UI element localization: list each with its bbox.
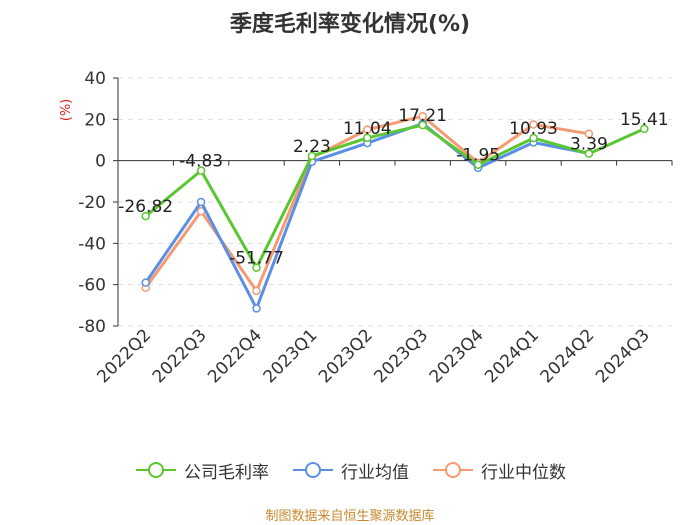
series-point-0 xyxy=(640,124,649,134)
legend-marker-icon xyxy=(136,462,176,478)
series-point-0 xyxy=(418,120,427,130)
data-label: 10.93 xyxy=(509,119,558,139)
data-label: 11.04 xyxy=(343,119,392,139)
legend-label: 行业均值 xyxy=(341,462,409,483)
legend-item[interactable]: 行业中位数 xyxy=(431,458,566,483)
data-label: -4.83 xyxy=(179,152,223,172)
data-label: -26.82 xyxy=(118,197,173,217)
x-tick-label: 2024Q2 xyxy=(537,325,599,387)
grid-layer xyxy=(118,77,672,327)
legend-item[interactable]: 公司毛利率 xyxy=(134,458,269,483)
y-tick-label: 20 xyxy=(84,110,106,130)
x-tick-label: 2023Q2 xyxy=(315,325,377,387)
series-point-0 xyxy=(307,151,317,161)
y-tick-label: -40 xyxy=(78,234,106,254)
y-axis-label: (%) xyxy=(59,99,74,122)
y-tick-label: -80 xyxy=(78,317,106,337)
data-label: -1.95 xyxy=(456,146,500,166)
series-point-2 xyxy=(363,125,372,134)
axis-layer: 40200-20-40-60-802022Q22022Q32022Q42023Q… xyxy=(78,69,673,387)
legend-label: 行业中位数 xyxy=(481,462,566,483)
legend-marker-icon xyxy=(293,462,333,478)
legend-marker-icon xyxy=(433,462,473,478)
legend-label: 公司毛利率 xyxy=(184,462,269,483)
series-point-0 xyxy=(141,211,150,221)
source-note: 制图数据来自恒生聚源数据库 xyxy=(265,509,435,524)
data-label: -51.77 xyxy=(229,249,284,269)
series-point-0 xyxy=(363,133,372,143)
series-point-0 xyxy=(529,133,538,143)
x-tick-label: 2023Q1 xyxy=(260,325,322,387)
series-point-2 xyxy=(584,129,594,139)
y-tick-label: -60 xyxy=(78,276,106,296)
data-label-layer: -26.82 -4.83 -51.77 2.23 11.04 17.21 -1.95 10.9… xyxy=(118,106,668,269)
x-tick-label: 2022Q4 xyxy=(204,325,266,387)
data-label: 3.39 xyxy=(570,135,608,155)
series-point-1 xyxy=(141,278,150,287)
data-label: 17.21 xyxy=(398,106,447,126)
series-line-0 xyxy=(144,123,645,270)
series-point-2 xyxy=(529,120,538,129)
series-point-0 xyxy=(473,160,483,169)
x-tick-label: 2022Q3 xyxy=(149,325,211,387)
x-tick-label: 2024Q3 xyxy=(592,325,654,387)
series-point-0 xyxy=(196,166,206,175)
y-tick-label: 0 xyxy=(95,152,106,172)
y-tick-label: 40 xyxy=(84,69,106,89)
series-point-0 xyxy=(584,149,594,158)
legend-item[interactable]: 行业均值 xyxy=(291,458,409,483)
x-tick-label: 2023Q4 xyxy=(426,325,488,387)
data-label: 2.23 xyxy=(293,137,331,157)
series-point-2 xyxy=(252,286,261,296)
series-point-1 xyxy=(196,197,206,207)
y-tick-label: -20 xyxy=(78,193,106,213)
series-point-1 xyxy=(252,304,261,313)
x-tick-label: 2024Q1 xyxy=(481,325,543,387)
legend: 公司毛利率 行业均值 行业中位数 xyxy=(0,456,700,484)
data-label: 15.41 xyxy=(620,110,669,130)
series-layer xyxy=(141,111,649,313)
chart-title: 季度毛利率变化情况(%) xyxy=(229,12,471,37)
series-point-0 xyxy=(252,263,261,272)
x-tick-label: 2023Q3 xyxy=(370,325,432,387)
